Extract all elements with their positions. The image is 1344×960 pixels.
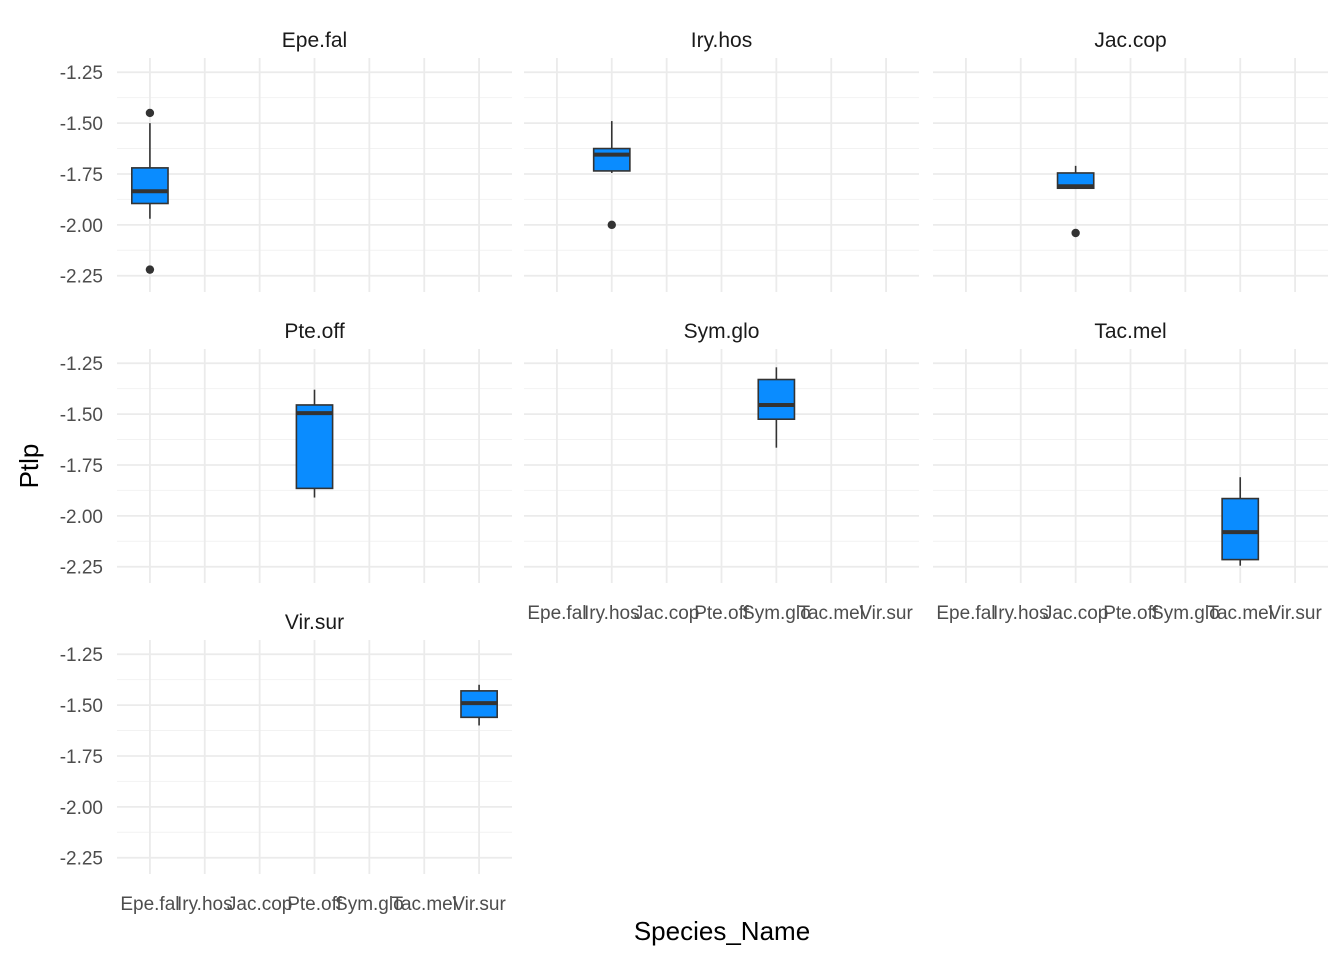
y-tick-label: -2.00 [60,507,103,528]
panel-vir-sur: Vir.sur -1.25 -1.50 -1.75 -2.00 -2.25 Epe.falI… [60,611,512,915]
panel-title: Pte.off [284,320,344,343]
x-tick-label: Vir.sur [859,603,913,624]
panel-title: Jac.cop [1094,29,1166,52]
y-tick-label: -1.25 [60,645,103,666]
box [757,378,796,420]
panel-epe-fal: Epe.fal -1.25 -1.50 -1.75 -2.00 -2.25 [60,29,512,292]
y-tick-label: -2.25 [60,849,103,870]
panel-sym-glo: Sym.gloEpe.falIry.hosJac.copPte.offSym.g… [524,320,919,624]
x-tick-label: Tac.mel [1207,603,1272,624]
y-axis-title: Ptlp [14,444,44,489]
x-tick-label: Sym.glo [1151,603,1220,624]
y-tick-label: -2.00 [60,798,103,819]
x-tick-label: Tac.mel [798,603,863,624]
x-tick-label: Iry.hos [993,603,1049,624]
y-tick-label: -1.25 [60,354,103,375]
x-axis-title: Species_Name [634,916,810,946]
x-tick-label: Sym.glo [335,894,404,915]
box [1221,497,1260,561]
outlier-point [1071,228,1080,238]
y-tick-label: -1.75 [60,165,103,186]
box [592,147,631,172]
panel-pte-off: Pte.off -1.25 -1.50 -1.75 -2.00 -2.25 [60,320,512,583]
y-tick-label: -1.50 [60,114,103,135]
x-tick-label: Epe.fal [120,894,179,915]
x-tick-label: Jac.cop [1043,603,1108,624]
panel-title: Iry.hos [691,29,752,52]
x-tick-label: Iry.hos [584,603,640,624]
outlier-point [145,265,155,274]
x-tick-label: Jac.cop [634,603,699,624]
x-tick-label: Pte.off [1103,603,1158,624]
x-tick-label: Tac.mel [391,894,456,915]
y-tick-label: -1.75 [60,747,103,768]
x-tick-label: Iry.hos [177,894,233,915]
y-tick-label: -1.75 [60,456,103,477]
x-tick-label: Jac.cop [227,894,292,915]
outlier-point [145,108,155,118]
panel-title: Epe.fal [282,29,347,52]
box [131,167,169,205]
x-tick-label: Sym.glo [742,603,811,624]
panel-title: Sym.glo [684,320,760,343]
y-tick-label: -2.25 [60,267,103,288]
y-tick-label: -1.25 [60,63,103,84]
panel-tac-mel: Tac.mel Epe.falIry.hosJac.copPte.offSym.g… [933,320,1328,624]
x-tick-label: Epe.fal [936,603,995,624]
x-tick-label: Pte.off [694,603,749,624]
panel-title: Vir.sur [285,611,344,634]
panel-iry-hos: Iry.hos [524,29,919,292]
x-tick-label: Epe.fal [527,603,586,624]
x-tick-label: Vir.sur [1268,603,1322,624]
panel-jac-cop: Jac.cop [933,29,1328,292]
y-tick-label: -2.25 [60,558,103,579]
y-tick-label: -1.50 [60,405,103,426]
x-tick-label: Pte.off [287,894,342,915]
panel-title: Tac.mel [1094,320,1166,343]
y-tick-label: -1.50 [60,696,103,717]
box [295,404,334,490]
outlier-point [607,220,616,230]
x-tick-label: Vir.sur [452,894,506,915]
y-tick-label: -2.00 [60,216,103,237]
